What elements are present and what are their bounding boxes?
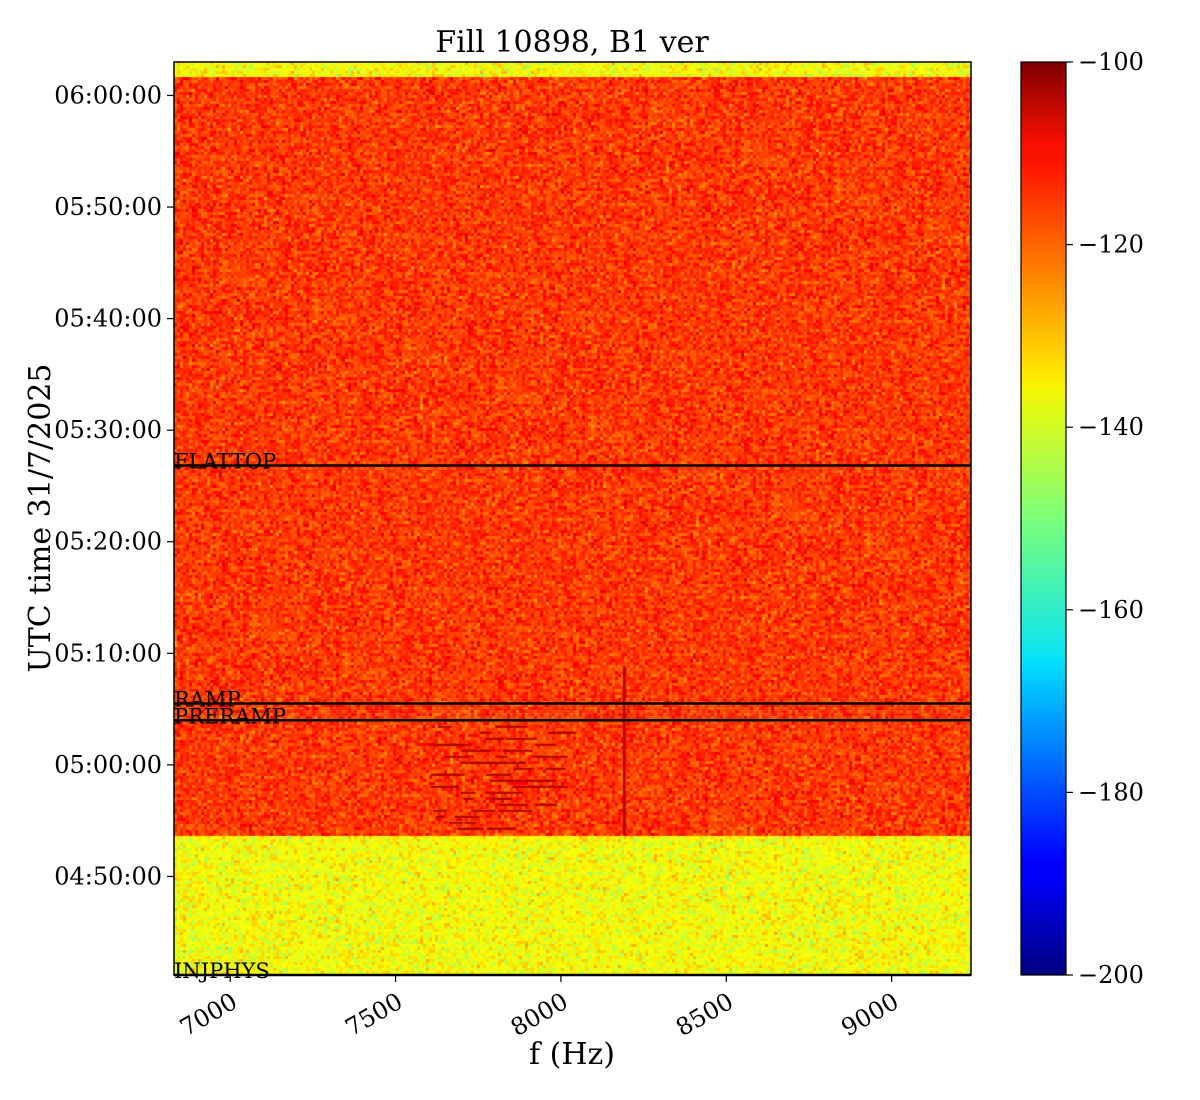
phase-marker-label: INJPHYS <box>174 959 270 983</box>
phase-marker-label: PRERAMP <box>174 704 286 728</box>
phase-marker-label: RAMP <box>174 688 241 712</box>
plot-frame <box>173 61 972 976</box>
y-tick-label: 05:00:00 <box>54 751 162 779</box>
y-tick-label: 04:50:00 <box>54 862 162 890</box>
y-tick-label: 05:30:00 <box>54 416 162 444</box>
heatmap-image <box>174 62 971 975</box>
colorbar-tick-label: −100 <box>1078 48 1144 76</box>
y-tick-label: 05:20:00 <box>54 528 162 556</box>
y-axis-title: UTC time 31/7/2025 <box>23 364 58 673</box>
colorbar-tick-label: −180 <box>1078 778 1144 806</box>
chart-title: Fill 10898, B1 ver <box>435 25 709 60</box>
colorbar-ticks: −100 −120 −140 −160 −180 −200 <box>1066 48 1144 989</box>
colorbar-tick-label: −140 <box>1078 413 1144 441</box>
x-axis-title: f (Hz) <box>529 1037 615 1072</box>
y-axis: 04:50:00 05:00:00 05:10:00 05:20:00 05:30:00… <box>54 81 174 890</box>
heatmap-image-container <box>174 62 971 975</box>
x-tick-label: 8000 <box>506 987 573 1042</box>
colorbar-tick-label: −200 <box>1078 961 1144 989</box>
x-tick-label: 7500 <box>340 987 407 1042</box>
y-tick-label: 05:40:00 <box>54 305 162 333</box>
y-tick-label: 05:10:00 <box>54 639 162 667</box>
x-axis: 7000 7500 8000 8500 9000 <box>175 975 903 1042</box>
colorbar-tick-label: −120 <box>1078 231 1144 259</box>
x-tick-label: 8500 <box>671 987 738 1042</box>
colorbar-tick-label: −160 <box>1078 596 1144 624</box>
y-tick-label: 06:00:00 <box>54 81 162 109</box>
y-tick-label: 05:50:00 <box>54 193 162 221</box>
x-tick-label: 7000 <box>175 987 242 1042</box>
colorbar: −100 −120 −140 −160 −180 −200 <box>1020 48 1144 989</box>
colorbar-gradient <box>1020 61 1067 976</box>
phase-marker-label: FLATTOP <box>174 450 276 474</box>
x-tick-label: 9000 <box>837 987 904 1042</box>
